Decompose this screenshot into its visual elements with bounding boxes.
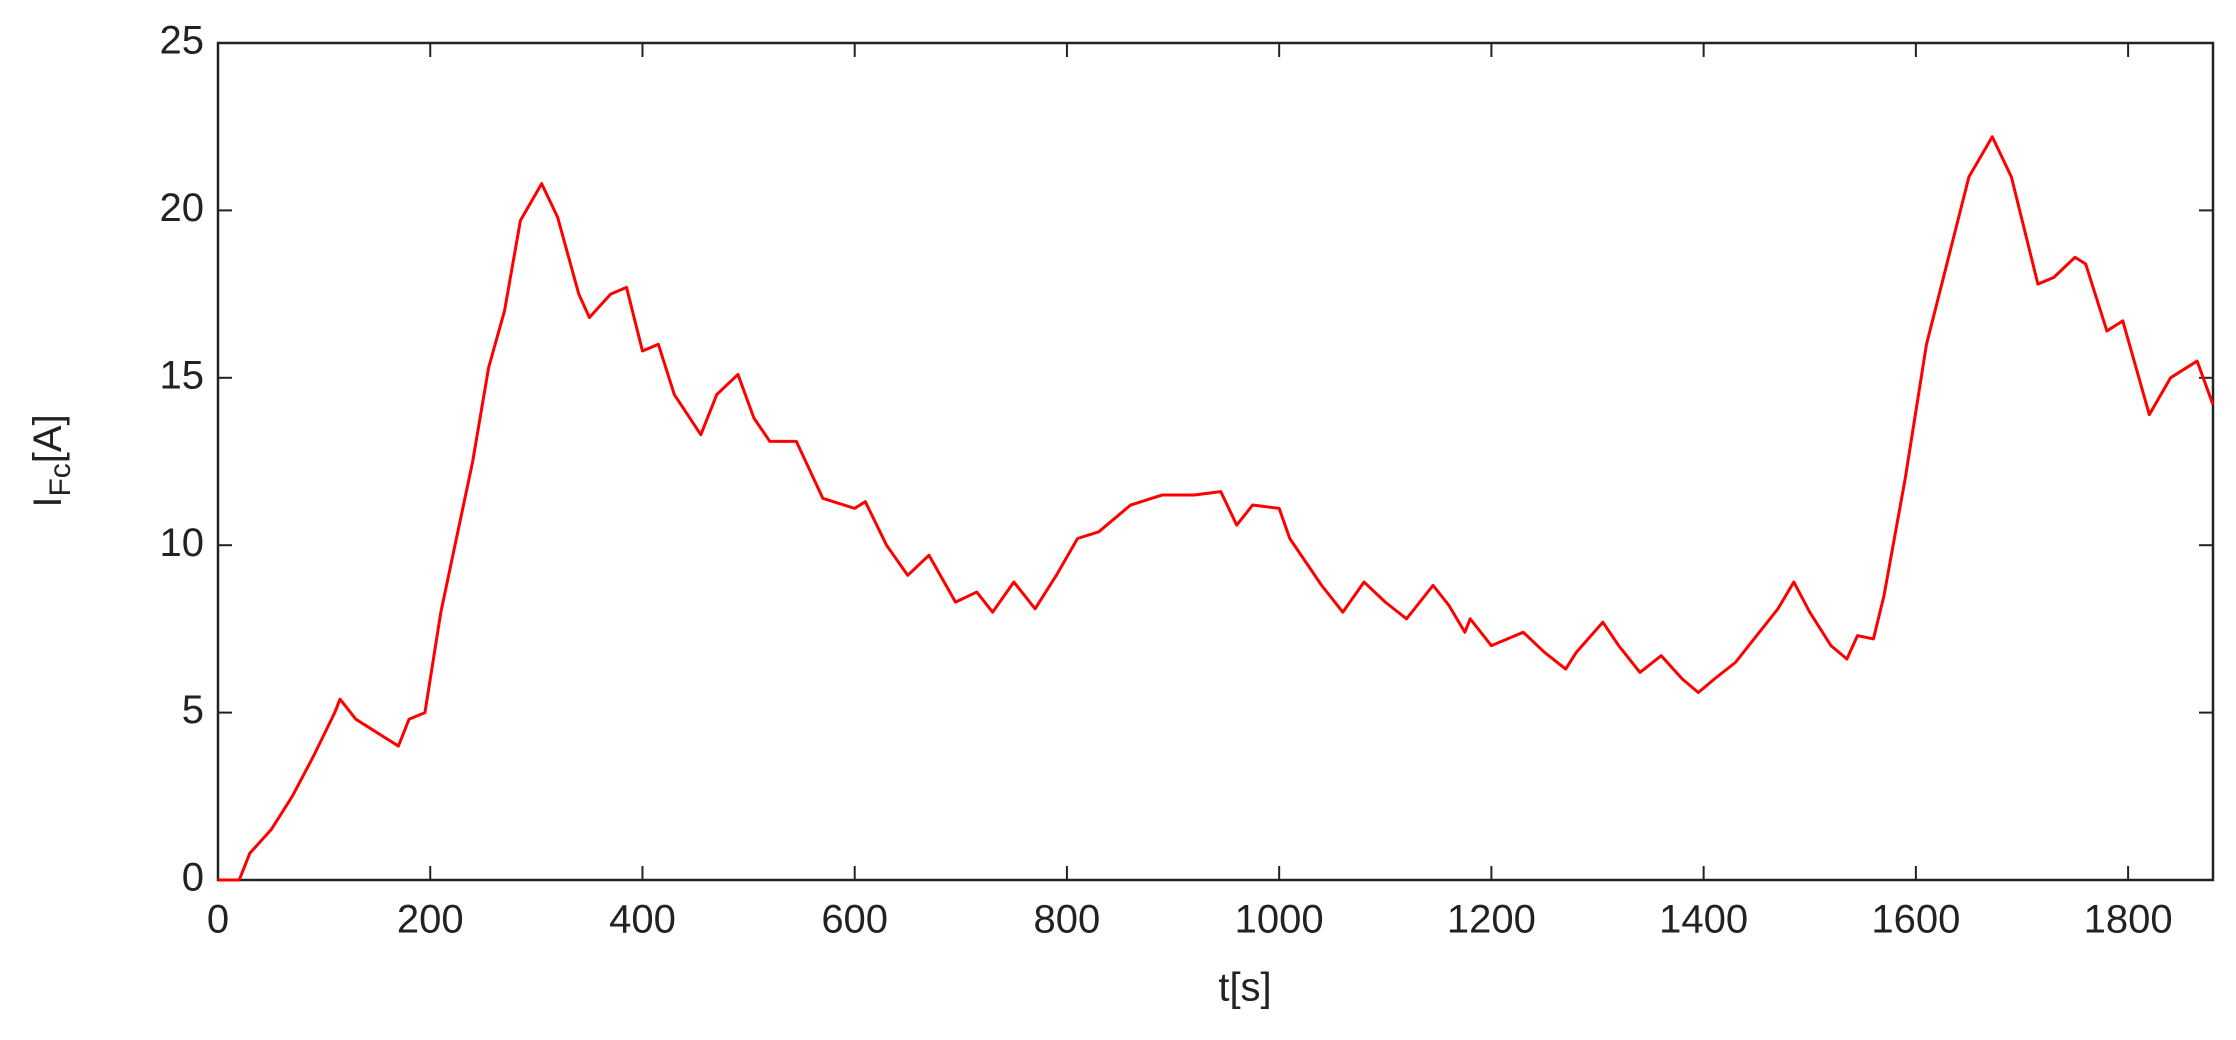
plot-frame [216,41,2215,882]
x-axis-label: t[s] [1218,966,1271,1010]
y-axis-label: IFc[A] [26,414,77,507]
x-tick-label: 800 [1034,898,1101,942]
x-tick-label: 1800 [2084,898,2173,942]
y-label-unit: [A] [26,414,70,463]
x-tick-label: 1000 [1235,898,1324,942]
y-tick-label: 10 [160,521,205,565]
data-line [218,135,2215,882]
y-label-main: I [26,497,70,508]
x-tick-label: 1200 [1447,898,1536,942]
y-tick-label: 20 [160,186,205,230]
x-tick-label: 400 [609,898,676,942]
y-tick-label: 25 [160,19,205,63]
x-tick-label: 0 [207,898,229,942]
y-tick-label: 0 [182,856,204,900]
y-tick-label: 5 [182,688,204,732]
x-tick-label: 200 [397,898,464,942]
x-tick-label: 1600 [1871,898,1960,942]
x-tick-label: 600 [821,898,888,942]
y-tick-label: 15 [160,353,205,397]
x-tick-label: 1400 [1659,898,1748,942]
y-label-sub: Fc [44,463,77,496]
